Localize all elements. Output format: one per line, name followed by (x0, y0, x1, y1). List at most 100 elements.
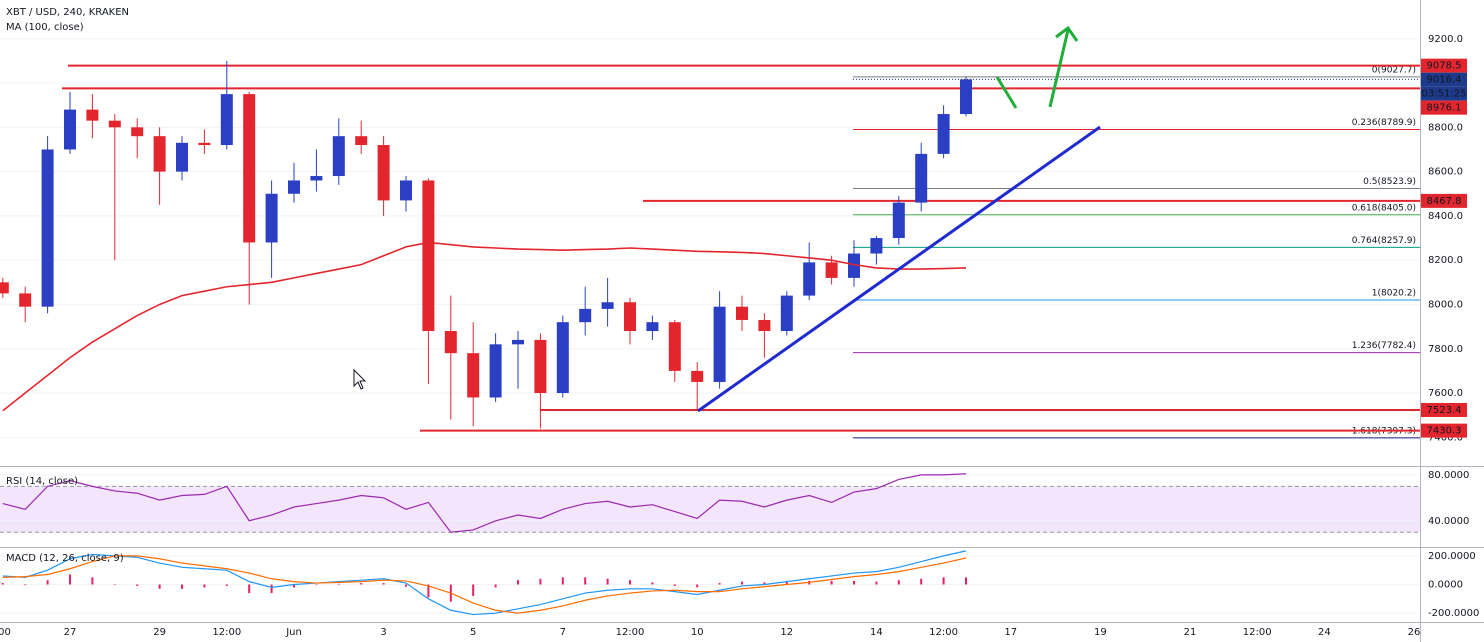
macd-histogram-bar (651, 582, 654, 585)
x-tick-label: :00 (0, 627, 11, 638)
last-price-label: 9016.4 (1427, 75, 1462, 86)
macd-histogram-bar (203, 584, 206, 588)
candle-body (668, 322, 681, 371)
candle-body (153, 136, 166, 172)
y-tick-label: 7800.0 (1428, 344, 1463, 355)
candle-body (534, 339, 547, 394)
macd-histogram-bar (270, 584, 273, 594)
macd-histogram-bar (382, 583, 385, 585)
macd-histogram-bar (24, 584, 27, 586)
macd-histogram-bar (897, 580, 900, 585)
macd-histogram-bar (606, 578, 609, 585)
fib-label: 0.764(8257.9) (1352, 236, 1416, 246)
up-arrow (1048, 25, 1079, 108)
macd-histogram-bar (69, 574, 71, 585)
fib-label: 1(8020.2) (1372, 288, 1416, 298)
x-tick-label: 29 (153, 627, 166, 638)
level-label-box (1421, 423, 1467, 438)
x-tick-label: 12:00 (616, 627, 645, 638)
x-tick-label: 10 (691, 627, 704, 638)
x-tick-label: 12 (780, 627, 793, 638)
macd-histogram-bar (427, 584, 430, 598)
candle-body (512, 339, 524, 345)
level-label-box (1421, 100, 1467, 115)
macd-line (2, 555, 967, 614)
candle-body (243, 94, 256, 243)
macd-histogram-bar (360, 583, 363, 585)
y-tick-label: 7600.0 (1428, 388, 1463, 399)
candle-body (19, 293, 32, 307)
y-tick-label: 8800.0 (1428, 122, 1463, 133)
candle-body (892, 202, 905, 239)
candle-body (288, 180, 300, 194)
macd-histogram-bar (741, 581, 743, 585)
y-tick-label: -200.0000 (1428, 608, 1479, 619)
macd-histogram-bar (494, 584, 497, 588)
candle-body (803, 262, 816, 296)
candle-body (0, 282, 9, 294)
down-arrow-stroke (995, 76, 1018, 109)
y-tick-label: 9200.0 (1428, 34, 1463, 45)
macd-histogram-bar (405, 584, 407, 587)
x-tick-label: 12:00 (1243, 627, 1272, 638)
macd-histogram-bar (561, 577, 564, 585)
macd-histogram-bar (629, 580, 631, 585)
y-tick-label: 0.0000 (1428, 580, 1463, 591)
x-tick-label: 12:00 (929, 627, 958, 638)
x-tick-label: 5 (470, 627, 476, 638)
candle-body (601, 302, 614, 309)
level-label: 7523.4 (1427, 405, 1462, 416)
macd-histogram-bar (920, 578, 923, 585)
y-tick-label: 8400.0 (1428, 211, 1463, 222)
candle-body (198, 142, 211, 146)
x-tick-label: 17 (1004, 627, 1017, 638)
macd-histogram-bar (1, 583, 4, 585)
level-label: 7430.3 (1427, 426, 1462, 437)
x-tick-label: 24 (1318, 627, 1331, 638)
macd-histogram-bar (225, 584, 228, 586)
macd-histogram-bar (875, 581, 878, 585)
candle-body (86, 109, 99, 121)
candle-body (870, 238, 883, 254)
macd-histogram-bar (584, 577, 587, 585)
level-label: 8976.1 (1427, 103, 1462, 114)
macd-histogram-bar (337, 583, 340, 585)
rsi-line (2, 473, 967, 533)
candle-body (780, 295, 793, 332)
ma-legend: MA (100, close) (6, 22, 84, 33)
candle-body (848, 253, 860, 278)
candle-body (220, 94, 233, 146)
y-tick-label: 8000.0 (1428, 299, 1463, 310)
candle-body (556, 322, 569, 394)
countdown: 03:51:25 (1422, 89, 1467, 100)
macd-histogram-bar (91, 577, 94, 585)
trend-line (697, 125, 1101, 413)
candle-body (758, 319, 771, 332)
macd-histogram-bar (942, 577, 945, 585)
candle-body (713, 306, 726, 382)
macd-histogram-bar (181, 584, 183, 589)
candle-body (960, 79, 972, 115)
candle-body (937, 114, 950, 154)
last-price-label-box (1421, 72, 1467, 87)
candle-body (825, 262, 838, 278)
x-tick-label: 27 (64, 627, 77, 638)
macd-histogram-bar (830, 580, 833, 585)
x-tick-label: 14 (870, 627, 883, 638)
macd-histogram-bar (853, 580, 855, 585)
macd-histogram-bar (46, 580, 49, 585)
x-tick-label: Jun (285, 627, 302, 638)
macd-histogram-bar (673, 584, 676, 586)
macd-histogram-bar (785, 581, 788, 585)
candle-body (691, 370, 704, 382)
macd-histogram-bar (965, 577, 967, 585)
rsi-title: RSI (14, close) (6, 476, 78, 487)
rsi-band (0, 486, 1420, 533)
candle-body (444, 331, 457, 354)
mouse-cursor (353, 368, 367, 390)
y-tick-label: 7400.0 (1428, 432, 1463, 443)
fib-label: 0.5(8523.9) (1363, 177, 1416, 187)
macd-histogram-bar (158, 584, 161, 589)
candle-body (377, 145, 390, 201)
x-tick-label: 19 (1094, 627, 1107, 638)
